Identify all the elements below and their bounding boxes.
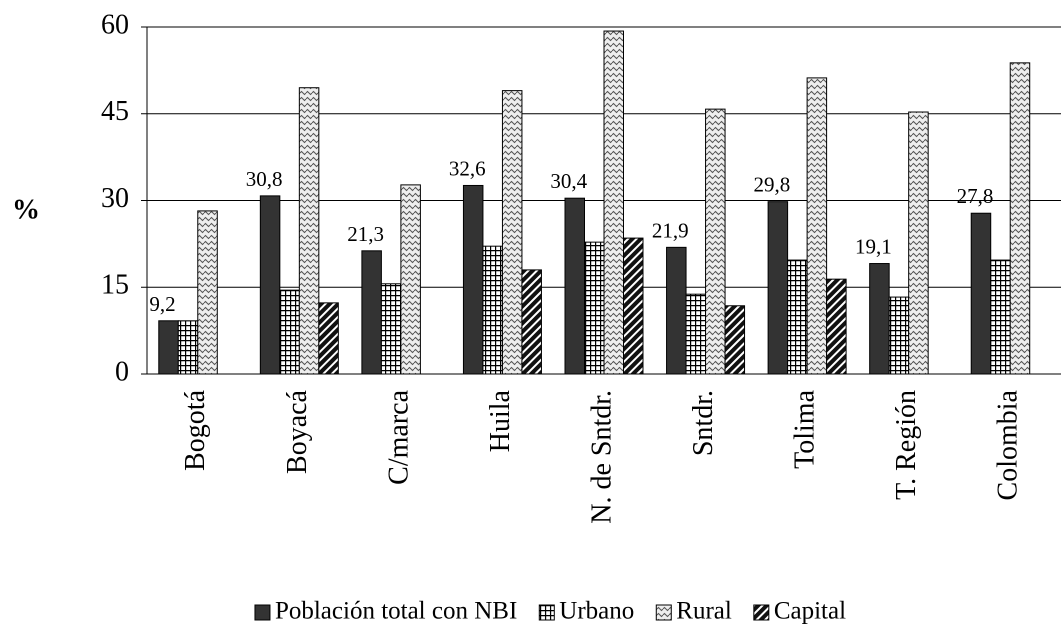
bar <box>705 108 726 375</box>
x-tick-label: Colombia <box>993 389 1024 500</box>
x-tick-label: Bogotá <box>180 389 211 470</box>
y-tick-label: 30 <box>101 183 129 214</box>
x-tick-label: Boyacá <box>282 389 313 474</box>
data-label: 21,9 <box>652 218 689 242</box>
bar <box>869 263 890 375</box>
bar <box>400 184 421 375</box>
bar <box>482 245 503 375</box>
bar <box>970 212 992 375</box>
y-tick-label: 60 <box>101 9 129 40</box>
bar <box>603 30 624 375</box>
bar <box>724 305 746 375</box>
legend-label: Capital <box>774 598 846 625</box>
bar <box>380 283 402 375</box>
bar <box>521 269 542 375</box>
legend-swatch <box>655 604 672 621</box>
legend: Población total con NBI Urbano Rural Capita… <box>254 598 846 625</box>
bar <box>666 246 687 375</box>
data-label: 9,2 <box>149 292 175 316</box>
bar <box>787 259 808 375</box>
x-tick-label: Huila <box>485 389 516 452</box>
data-label: 27,8 <box>957 184 994 208</box>
x-tick-label: N. de Sntdr. <box>586 390 617 524</box>
legend-label: Urbano <box>559 598 634 625</box>
bar <box>158 320 179 375</box>
data-label: 29,8 <box>753 173 790 197</box>
bar <box>501 90 523 375</box>
bar <box>990 259 1011 375</box>
bar <box>462 184 484 375</box>
bar <box>888 296 910 375</box>
data-label: 30,4 <box>550 169 587 193</box>
legend-swatch <box>254 604 271 621</box>
bar <box>767 201 789 375</box>
x-tick-label: Tolima <box>790 389 821 468</box>
data-label: 32,6 <box>449 156 486 180</box>
bar <box>318 302 339 375</box>
bar <box>806 77 828 375</box>
bar <box>826 278 847 375</box>
legend-label: Rural <box>676 598 732 625</box>
legend-label: Población total con NBI <box>275 598 517 625</box>
bar <box>908 111 929 375</box>
bar <box>584 241 605 375</box>
y-tick-label: 15 <box>101 270 129 301</box>
legend-swatch <box>753 604 770 621</box>
bar <box>177 320 199 375</box>
bar <box>685 293 707 375</box>
y-tick-label: 45 <box>101 96 129 127</box>
data-label: 21,3 <box>347 222 384 246</box>
bar <box>564 197 585 375</box>
data-label: 19,1 <box>855 235 892 259</box>
y-axis-label: % <box>12 194 40 225</box>
bar <box>259 195 281 375</box>
bar <box>298 87 320 375</box>
bar <box>623 237 644 375</box>
bar <box>361 250 382 375</box>
bar <box>279 289 300 375</box>
x-tick-label: C/marca <box>383 389 414 484</box>
x-tick-label: T. Región <box>891 390 922 500</box>
x-tick-label: Sntdr. <box>688 390 719 456</box>
data-label: 30,8 <box>246 167 283 191</box>
y-tick-label: 0 <box>115 356 129 387</box>
bar <box>1009 62 1031 375</box>
bar <box>197 210 218 375</box>
legend-swatch <box>538 604 555 621</box>
